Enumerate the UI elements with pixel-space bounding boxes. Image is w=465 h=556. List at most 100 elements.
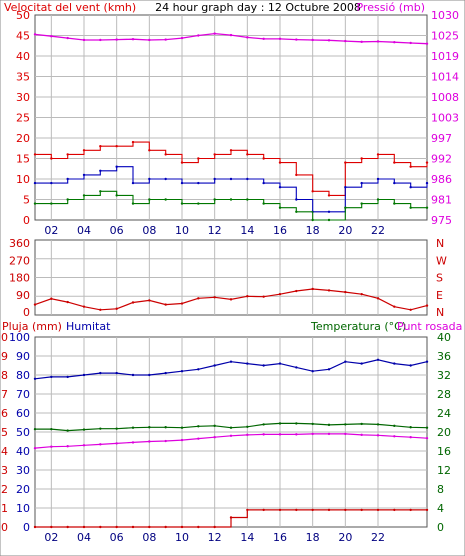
- pressure-tick-label: 997: [431, 132, 452, 145]
- data-point: [262, 157, 265, 160]
- data-point: [50, 427, 53, 431]
- data-point: [246, 36, 249, 39]
- data-point: [360, 157, 363, 160]
- data-point: [376, 153, 380, 156]
- humidity-tick-label: 100: [9, 331, 30, 344]
- data-point: [278, 422, 282, 425]
- data-point: [262, 202, 265, 205]
- data-point: [409, 364, 412, 367]
- data-point: [360, 422, 363, 426]
- data-point: [131, 140, 135, 144]
- data-point: [164, 525, 167, 529]
- data-point: [295, 38, 298, 41]
- data-point: [360, 181, 363, 185]
- data-point: [115, 145, 118, 148]
- data-point: [246, 508, 249, 512]
- data-point: [393, 305, 396, 308]
- wind-tick-label: 30: [16, 91, 30, 104]
- data-point: [311, 287, 314, 291]
- data-point: [213, 296, 216, 299]
- temperature-tick-label: 16: [437, 445, 451, 458]
- direction-degree-ticks: 360 270 180 90 0: [9, 237, 30, 319]
- direction-grid: [35, 240, 427, 315]
- data-point: [344, 360, 347, 363]
- data-point: [311, 508, 314, 512]
- data-point: [213, 198, 216, 201]
- data-point: [360, 40, 363, 44]
- data-point: [278, 433, 282, 436]
- data-point: [50, 35, 53, 38]
- data-point: [246, 362, 249, 365]
- data-point: [115, 38, 118, 41]
- data-point: [66, 177, 69, 181]
- data-point: [148, 373, 151, 377]
- humidity-tick-label: 0: [23, 521, 30, 534]
- data-point: [33, 377, 37, 380]
- data-point: [344, 39, 347, 43]
- x-tick-label: 12: [208, 224, 222, 237]
- data-point: [50, 297, 53, 300]
- x-tick-label: 18: [306, 531, 320, 544]
- data-point: [295, 289, 298, 293]
- data-point: [278, 362, 282, 365]
- data-point: [246, 198, 249, 201]
- data-point: [148, 177, 151, 181]
- compass-tick-label: N: [436, 237, 444, 250]
- data-point: [295, 366, 298, 369]
- data-point: [409, 41, 412, 45]
- data-point: [278, 292, 282, 296]
- temperature-tick-label: 0: [437, 521, 444, 534]
- data-point: [327, 218, 331, 222]
- humidity-tick-label: 70: [16, 388, 30, 401]
- data-point: [131, 441, 135, 444]
- data-point: [66, 375, 69, 379]
- data-point: [344, 423, 347, 426]
- data-point: [197, 34, 200, 37]
- data-point: [246, 433, 249, 437]
- data-point: [99, 427, 102, 430]
- data-point: [33, 525, 37, 529]
- data-point: [327, 194, 331, 197]
- dewpoint-legend: Punt rosada: [397, 320, 462, 333]
- data-point: [295, 433, 298, 436]
- data-point: [82, 149, 86, 152]
- data-point: [148, 149, 151, 152]
- data-point: [262, 508, 265, 512]
- data-point: [33, 202, 37, 205]
- wind-axis-title: Velocitat del vent (kmh): [4, 1, 136, 14]
- data-point: [311, 38, 314, 42]
- data-point: [66, 445, 69, 448]
- data-point: [50, 202, 53, 205]
- wind-tick-label: 40: [16, 50, 30, 63]
- data-point: [164, 177, 167, 181]
- data-point: [327, 368, 331, 371]
- data-point: [262, 433, 265, 436]
- data-point: [344, 206, 347, 209]
- data-point: [393, 508, 396, 512]
- data-point: [82, 373, 86, 377]
- data-point: [425, 206, 429, 209]
- x-axis-ticks-bottom: 02 04 06 08 10 12 14 16 18 20 22: [44, 531, 385, 544]
- data-point: [262, 181, 265, 185]
- data-point: [82, 428, 86, 431]
- data-point: [66, 198, 69, 201]
- x-tick-label: 08: [142, 531, 156, 544]
- data-point: [425, 304, 429, 307]
- data-point: [376, 297, 380, 300]
- data-point: [376, 508, 380, 512]
- data-point: [409, 186, 412, 189]
- x-tick-label: 02: [44, 531, 58, 544]
- x-tick-label: 08: [142, 224, 156, 237]
- data-point: [229, 149, 233, 152]
- data-point: [99, 371, 102, 375]
- data-point: [213, 177, 216, 181]
- temperature-tick-label: 24: [437, 407, 451, 420]
- x-tick-label: 12: [208, 531, 222, 544]
- wind-tick-label: 10: [16, 173, 30, 186]
- data-point: [99, 38, 102, 42]
- data-point: [229, 434, 233, 437]
- data-point: [180, 181, 184, 185]
- humidity-tick-label: 40: [16, 445, 30, 458]
- data-point: [425, 426, 429, 429]
